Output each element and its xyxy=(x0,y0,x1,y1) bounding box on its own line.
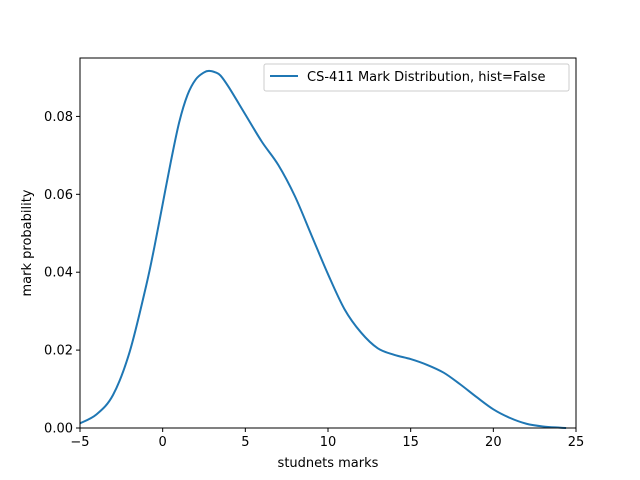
y-tick-label: 0.00 xyxy=(44,422,73,437)
x-tick-label: 20 xyxy=(485,435,502,450)
plot-frame xyxy=(79,57,577,429)
y-tick-label: 0.02 xyxy=(44,344,73,359)
x-tick-label: 15 xyxy=(402,435,419,450)
series-line-0 xyxy=(79,69,567,429)
x-axis: −5 0 5 10 15 20 25 xyxy=(70,428,584,450)
x-tick-label: 0 xyxy=(159,435,167,450)
legend-label: CS-411 Mark Distribution, hist=False xyxy=(307,70,546,85)
y-tick-label: 0.06 xyxy=(44,188,73,203)
x-tick-label: 25 xyxy=(568,435,585,450)
y-axis-label: mark probability xyxy=(20,189,35,296)
legend: CS-411 Mark Distribution, hist=False xyxy=(263,63,570,92)
x-tick-label: 10 xyxy=(320,435,337,450)
y-tick-label: 0.08 xyxy=(44,110,73,125)
x-axis-label: studnets marks xyxy=(278,456,379,471)
y-axis: 0.00 0.02 0.04 0.06 0.08 xyxy=(44,110,80,437)
x-tick-label: 5 xyxy=(241,435,249,450)
y-tick-label: 0.04 xyxy=(44,266,73,281)
legend-box xyxy=(263,63,570,92)
series-layer xyxy=(79,69,567,429)
x-tick-label: −5 xyxy=(70,435,89,450)
